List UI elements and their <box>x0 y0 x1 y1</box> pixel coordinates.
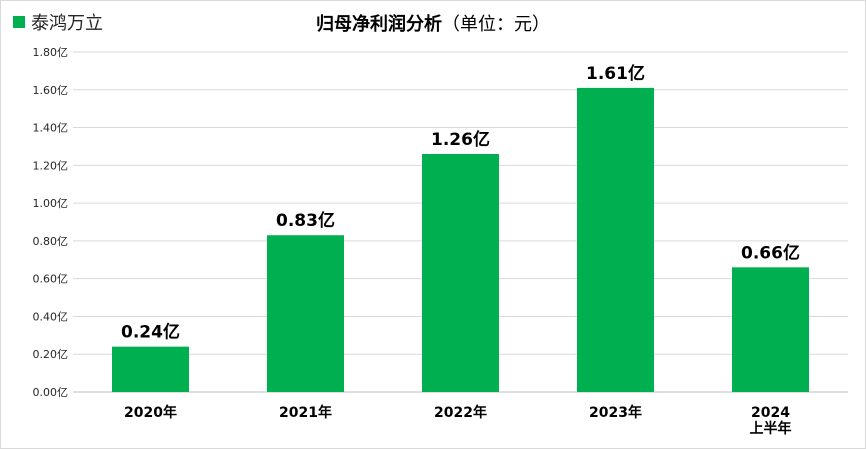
data-label: 1.26亿 <box>431 129 490 150</box>
data-label: 1.61亿 <box>586 63 645 84</box>
x-tick-label: 2022年 <box>434 404 487 421</box>
data-label: 0.66亿 <box>741 242 800 263</box>
bar <box>732 267 809 392</box>
chart-title: 归母净利润分析（单位：元） <box>0 10 866 36</box>
bar <box>577 87 654 392</box>
y-tick-label: 1.40亿 <box>33 122 69 135</box>
data-label: 0.24亿 <box>121 322 180 343</box>
chart-title-main: 归母净利润分析 <box>316 14 442 35</box>
y-tick-label: 1.80亿 <box>33 46 69 59</box>
y-tick-label: 0.40亿 <box>33 310 69 323</box>
x-tick-label: 2021年 <box>279 404 332 421</box>
bar <box>422 154 499 392</box>
y-tick-label: 0.60亿 <box>33 273 69 286</box>
y-tick-label: 1.00亿 <box>33 197 69 210</box>
data-label: 0.83亿 <box>276 210 335 231</box>
x-tick-label: 2024 上半年 <box>750 405 792 437</box>
bar <box>267 235 344 392</box>
y-tick-label: 1.20亿 <box>33 159 69 172</box>
legend-label: 泰鸿万立 <box>31 13 103 34</box>
y-tick-label: 0.80亿 <box>33 235 69 248</box>
y-tick-label: 0.00亿 <box>33 386 69 399</box>
legend: 泰鸿万立 <box>13 9 103 35</box>
x-tick-label: 2023年 <box>589 404 642 421</box>
x-tick-label: 2020年 <box>124 404 177 421</box>
y-tick-label: 1.60亿 <box>33 84 69 97</box>
y-tick-label: 0.20亿 <box>33 348 69 361</box>
chart-title-unit: （单位：元） <box>442 14 550 35</box>
bar <box>112 346 189 392</box>
legend-swatch <box>13 16 25 28</box>
